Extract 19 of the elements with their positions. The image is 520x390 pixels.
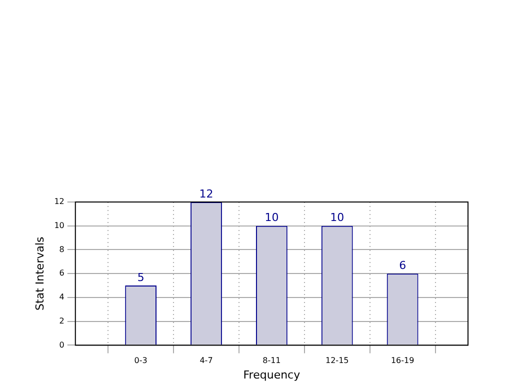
x-tick-label: 8-11 xyxy=(262,356,281,366)
y-tick-label: 6 xyxy=(59,268,64,278)
x-tick-label: 16-19 xyxy=(390,356,414,366)
data-label: 5 xyxy=(137,270,144,284)
y-tick-label: 12 xyxy=(54,197,64,206)
data-label: 10 xyxy=(264,211,279,224)
x-axis-title: Frequency xyxy=(243,368,301,382)
x-tick-label: 0-3 xyxy=(134,356,148,366)
data-label: 12 xyxy=(199,187,214,200)
y-tick-label: 4 xyxy=(59,292,64,302)
data-label: 10 xyxy=(330,211,344,224)
data-label: 6 xyxy=(399,258,406,272)
y-tick-label: 10 xyxy=(54,220,64,230)
y-tick-label: 2 xyxy=(59,316,64,326)
y-tick-label: 8 xyxy=(59,244,64,254)
x-tick-label: 4-7 xyxy=(200,356,213,366)
y-tick-label: 0 xyxy=(59,340,64,350)
y-axis-title: Stat Intervals xyxy=(33,236,46,310)
x-tick-label: 12-15 xyxy=(326,356,349,366)
